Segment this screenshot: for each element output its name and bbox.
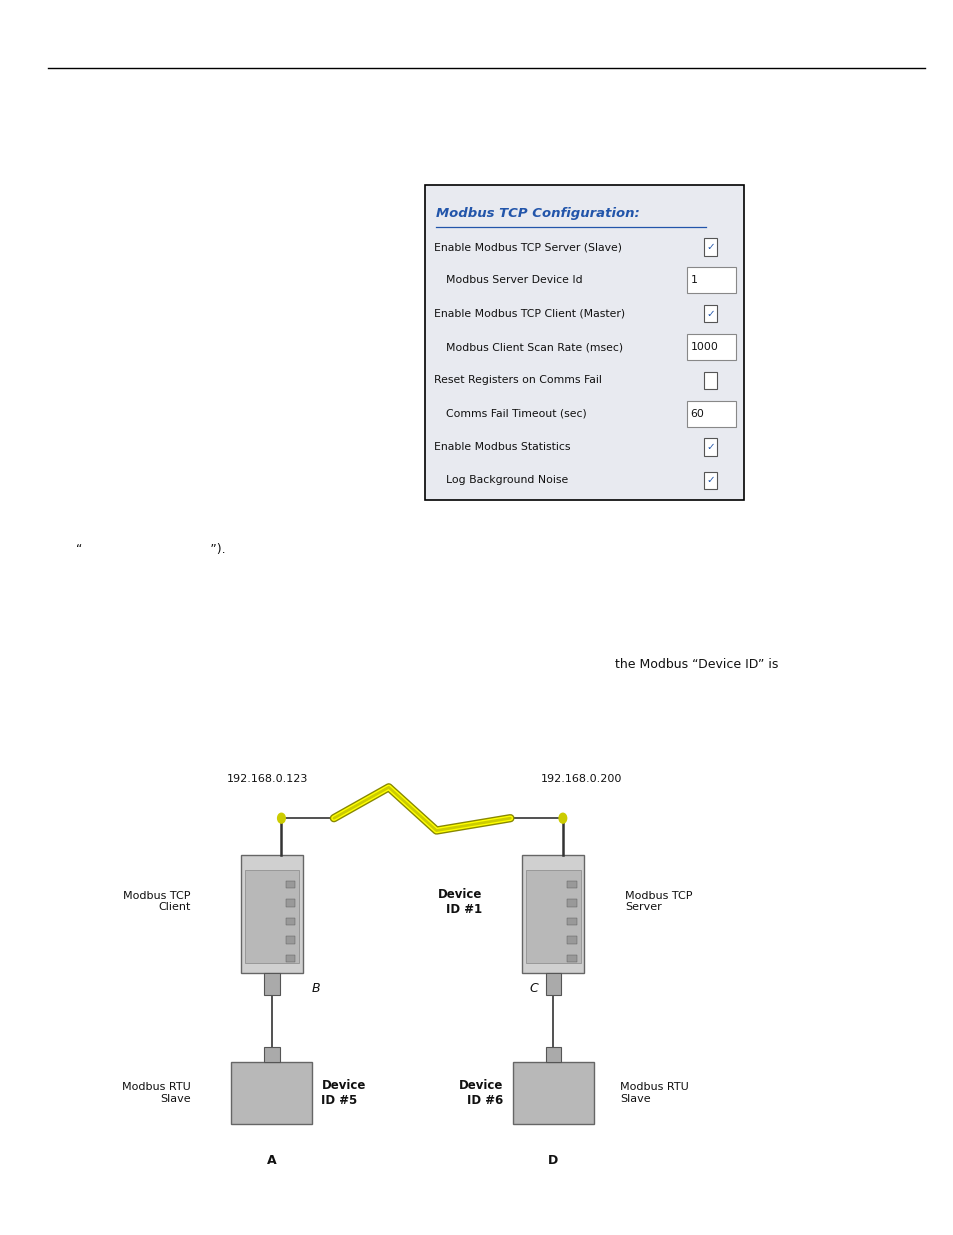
Bar [566, 881, 576, 888]
Bar [240, 856, 302, 973]
Text: C: C [529, 982, 537, 994]
Bar [231, 1062, 312, 1124]
Bar [264, 1047, 279, 1062]
Text: Enable Modbus TCP Client (Master): Enable Modbus TCP Client (Master) [434, 309, 624, 319]
Bar [686, 333, 736, 361]
Bar [286, 955, 295, 962]
Text: the Modbus “Device ID” is: the Modbus “Device ID” is [615, 658, 778, 671]
Text: 1000: 1000 [690, 342, 718, 352]
Text: Modbus TCP Configuration:: Modbus TCP Configuration: [436, 207, 639, 221]
Text: Modbus TCP
Server: Modbus TCP Server [624, 890, 692, 913]
Bar [286, 899, 295, 906]
Text: Modbus RTU
Slave: Modbus RTU Slave [619, 1082, 688, 1104]
Text: Device
ID #6: Device ID #6 [458, 1079, 503, 1107]
Text: 192.168.0.123: 192.168.0.123 [226, 773, 308, 784]
Bar [566, 918, 576, 925]
Text: ✓: ✓ [705, 475, 715, 485]
Bar [703, 472, 717, 489]
Bar [286, 936, 295, 944]
Bar [286, 881, 295, 888]
Bar [566, 955, 576, 962]
Text: ✓: ✓ [705, 309, 715, 319]
Text: 1: 1 [690, 275, 697, 285]
Circle shape [558, 814, 566, 824]
Text: Log Background Noise: Log Background Noise [445, 475, 567, 485]
Bar [526, 869, 579, 963]
FancyBboxPatch shape [424, 185, 743, 500]
Bar [512, 1062, 593, 1124]
Bar [545, 973, 560, 995]
Bar [286, 918, 295, 925]
Text: Enable Modbus Statistics: Enable Modbus Statistics [434, 442, 570, 452]
Text: ✓: ✓ [705, 242, 715, 252]
Text: ✓: ✓ [705, 442, 715, 452]
Bar [566, 899, 576, 906]
Text: A: A [267, 1155, 276, 1167]
Text: Device
ID #5: Device ID #5 [321, 1079, 366, 1107]
Text: Device
ID #1: Device ID #1 [436, 888, 481, 915]
Bar [264, 973, 279, 995]
Text: Modbus Client Scan Rate (msec): Modbus Client Scan Rate (msec) [445, 342, 622, 352]
Text: Enable Modbus TCP Server (Slave): Enable Modbus TCP Server (Slave) [434, 242, 621, 252]
Bar [522, 856, 583, 973]
Text: Comms Fail Timeout (sec): Comms Fail Timeout (sec) [445, 409, 586, 419]
Bar [703, 372, 717, 389]
Text: D: D [548, 1155, 558, 1167]
Bar [545, 1047, 560, 1062]
Text: Modbus TCP
Client: Modbus TCP Client [123, 890, 191, 913]
Text: “                                ”).: “ ”). [76, 543, 226, 556]
Bar [703, 438, 717, 456]
Text: 192.168.0.200: 192.168.0.200 [540, 773, 622, 784]
Circle shape [277, 814, 285, 824]
Bar [703, 305, 717, 322]
Text: Reset Registers on Comms Fail: Reset Registers on Comms Fail [434, 375, 601, 385]
Bar [703, 238, 717, 256]
Text: 60: 60 [690, 409, 704, 419]
Text: B: B [312, 982, 320, 994]
Text: Modbus RTU
Slave: Modbus RTU Slave [122, 1082, 191, 1104]
Text: Modbus Server Device Id: Modbus Server Device Id [445, 275, 581, 285]
Bar [686, 400, 736, 427]
Bar [686, 268, 736, 294]
Bar [244, 869, 298, 963]
Bar [566, 936, 576, 944]
